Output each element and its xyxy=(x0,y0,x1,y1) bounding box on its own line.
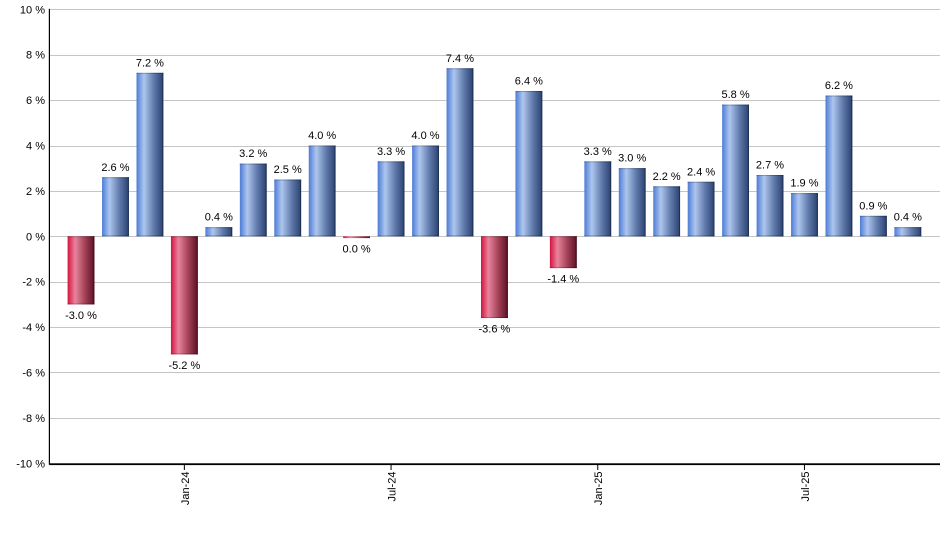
svg-text:Jul-25: Jul-25 xyxy=(800,472,812,502)
svg-text:7.2 %: 7.2 % xyxy=(136,57,164,69)
svg-text:Jul-24: Jul-24 xyxy=(386,472,398,502)
svg-text:Jan-25: Jan-25 xyxy=(593,472,605,506)
svg-text:4.0 %: 4.0 % xyxy=(411,130,439,142)
svg-text:3.2 %: 3.2 % xyxy=(239,148,267,160)
svg-text:3.3 %: 3.3 % xyxy=(377,146,405,158)
svg-text:-8 %: -8 % xyxy=(22,413,45,425)
svg-text:6.4 %: 6.4 % xyxy=(515,76,543,88)
svg-text:-3.0 %: -3.0 % xyxy=(65,310,97,322)
svg-text:6.2 %: 6.2 % xyxy=(825,80,853,92)
svg-text:1.9 %: 1.9 % xyxy=(790,178,818,190)
svg-text:2.7 %: 2.7 % xyxy=(756,160,784,172)
svg-text:3.0 %: 3.0 % xyxy=(618,153,646,165)
svg-text:0.9 %: 0.9 % xyxy=(859,200,887,212)
svg-text:-10 %: -10 % xyxy=(16,458,45,470)
svg-text:-3.6 %: -3.6 % xyxy=(479,324,511,336)
svg-text:-1.4 %: -1.4 % xyxy=(547,274,579,286)
svg-text:4 %: 4 % xyxy=(26,141,45,153)
svg-text:-4 %: -4 % xyxy=(22,322,45,334)
svg-text:2.6 %: 2.6 % xyxy=(101,162,129,174)
svg-text:2.4 %: 2.4 % xyxy=(687,166,715,178)
svg-text:6 %: 6 % xyxy=(26,95,45,107)
svg-text:-6 %: -6 % xyxy=(22,368,45,380)
svg-text:10 %: 10 % xyxy=(20,4,45,16)
svg-text:0 %: 0 % xyxy=(26,231,45,243)
svg-text:5.8 %: 5.8 % xyxy=(721,89,749,101)
svg-text:4.0 %: 4.0 % xyxy=(308,130,336,142)
svg-text:8 %: 8 % xyxy=(26,50,45,62)
svg-text:2.5 %: 2.5 % xyxy=(274,164,302,176)
svg-text:-2 %: -2 % xyxy=(22,277,45,289)
svg-text:7.4 %: 7.4 % xyxy=(446,53,474,65)
svg-text:0.4 %: 0.4 % xyxy=(205,212,233,224)
svg-text:3.3 %: 3.3 % xyxy=(584,146,612,158)
svg-text:-5.2 %: -5.2 % xyxy=(168,360,200,372)
svg-text:Jan-24: Jan-24 xyxy=(180,472,192,506)
svg-text:2 %: 2 % xyxy=(26,186,45,198)
svg-text:2.2 %: 2.2 % xyxy=(653,171,681,183)
svg-text:0.0 %: 0.0 % xyxy=(343,244,371,256)
svg-text:0.4 %: 0.4 % xyxy=(894,212,922,224)
